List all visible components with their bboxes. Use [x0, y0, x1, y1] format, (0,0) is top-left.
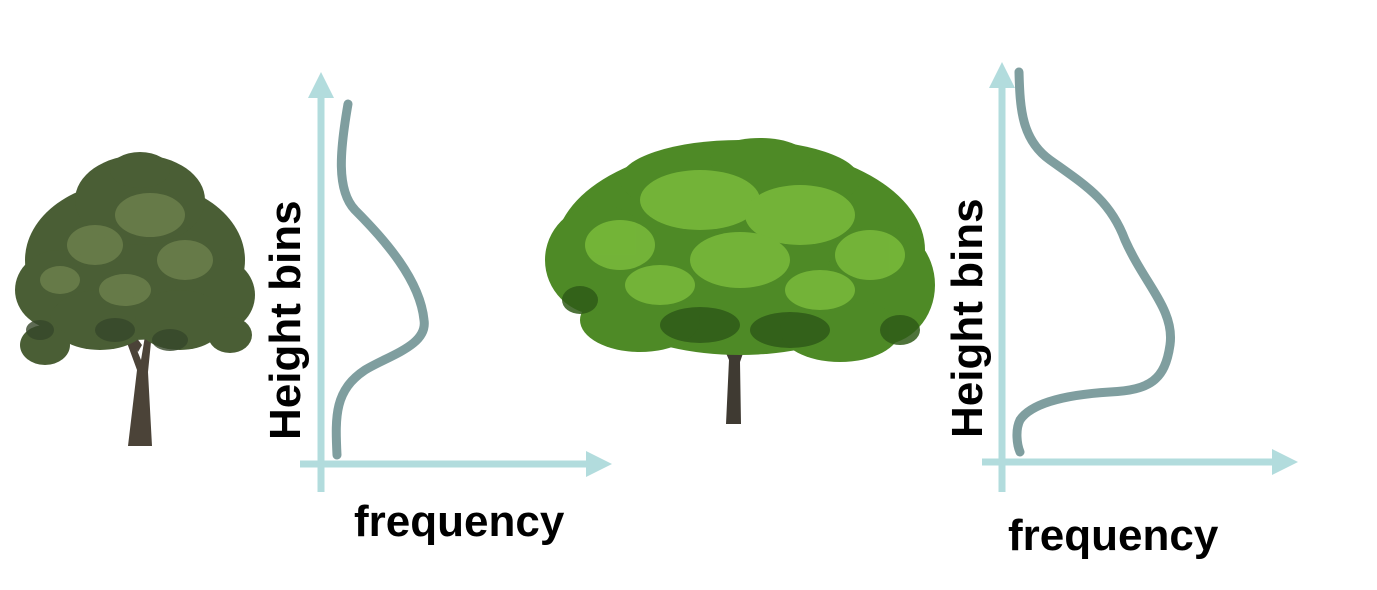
wide-crown-tree-icon: [545, 138, 935, 424]
right-x-axis: [982, 449, 1298, 475]
left-height-distribution-curve: [331, 99, 429, 460]
right-height-distribution-curve: [1012, 67, 1176, 457]
left-y-axis: [308, 72, 334, 492]
right-x-axis-label: frequency: [1008, 511, 1219, 560]
narrow-tree-icon: [15, 152, 255, 446]
left-x-axis-label: frequency: [354, 497, 565, 546]
right-y-axis-label: Height bins: [943, 198, 992, 438]
left-y-axis-label: Height bins: [261, 200, 310, 440]
right-y-axis: [989, 62, 1015, 492]
left-x-axis: [300, 451, 612, 477]
